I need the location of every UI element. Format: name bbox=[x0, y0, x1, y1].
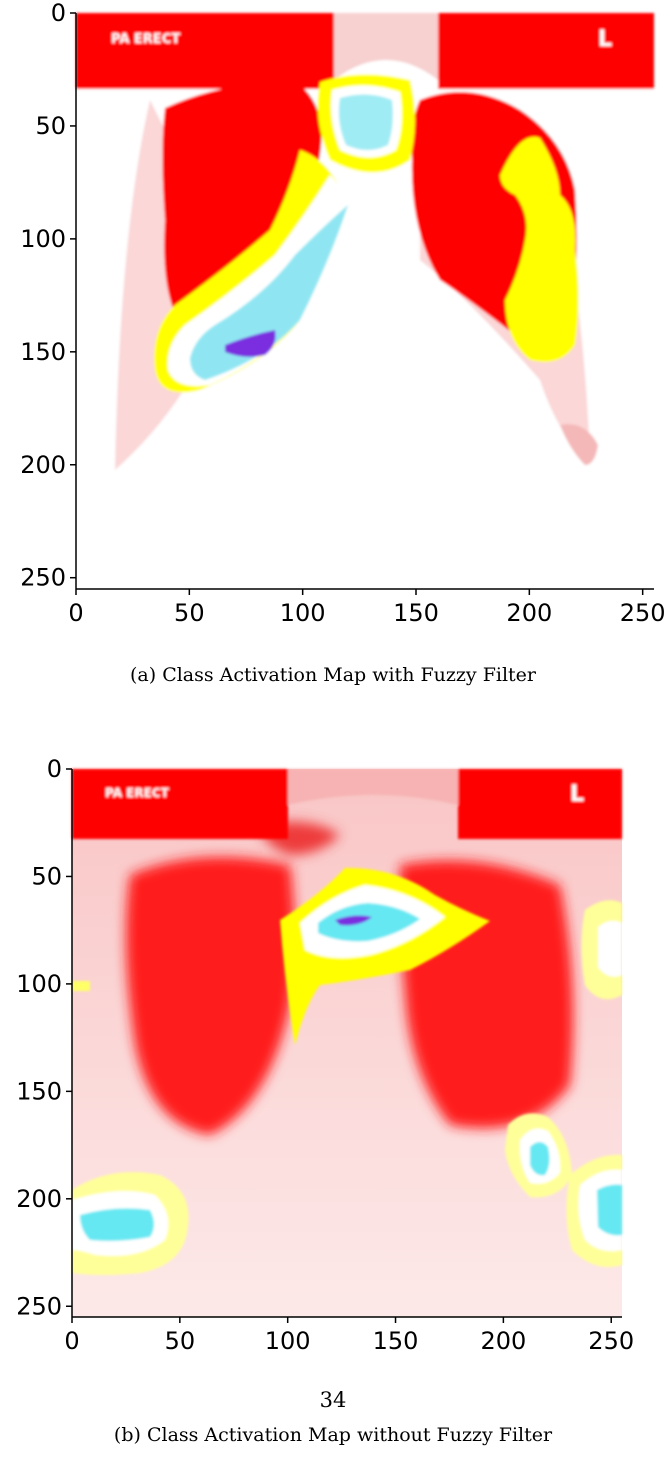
y-tick-label: 0 bbox=[47, 755, 62, 783]
y-tick-label: 100 bbox=[16, 970, 62, 998]
x-tick-label: 50 bbox=[165, 1327, 196, 1355]
view-label-b: PA ERECT bbox=[105, 786, 170, 800]
y-tick-label: 200 bbox=[16, 1185, 62, 1213]
x-tick-label: 200 bbox=[506, 599, 552, 627]
caption-b: (b) Class Activation Map without Fuzzy F… bbox=[113, 1424, 553, 1446]
y-tick-label: 50 bbox=[35, 112, 66, 140]
caption-a: (a) Class Activation Map with Fuzzy Filt… bbox=[130, 664, 536, 686]
x-tick-label: 50 bbox=[174, 599, 205, 627]
figure-a-plot: PA ERECT L 0 50 100 150 200 25005010015020025… bbox=[20, 0, 665, 627]
x-tick-label: 100 bbox=[280, 599, 326, 627]
side-marker-a: L bbox=[598, 27, 612, 52]
y-tick-label: 150 bbox=[16, 1077, 62, 1105]
x-tick-label: 150 bbox=[393, 599, 439, 627]
activation-map-image-a: PA ERECT L bbox=[76, 13, 654, 589]
y-tick-label: 100 bbox=[20, 225, 66, 253]
figure-a: PA ERECT L 0 50 100 150 200 250 0 50 100 150 200 25… bbox=[0, 0, 666, 700]
plot-area-a: PA ERECT L 0 50 100 150 200 25005010015020025… bbox=[20, 0, 665, 627]
x-tick-label: 250 bbox=[588, 1327, 634, 1355]
y-tick-label: 0 bbox=[51, 0, 66, 27]
activation-map-image-b: PA ERECT L bbox=[72, 769, 622, 1317]
side-marker-b: L bbox=[570, 782, 584, 807]
view-label-a: PA ERECT bbox=[111, 32, 180, 47]
plot-area-b: PA ERECT L 0 50 100 150 200 25005010015020025… bbox=[16, 755, 634, 1355]
figure-b: PA ERECT L 0 50 100 150 200 250 0 50 100 150 200 25… bbox=[0, 745, 666, 1446]
y-tick-label: 50 bbox=[31, 862, 62, 890]
y-tick-label: 150 bbox=[20, 338, 66, 366]
x-tick-label: 250 bbox=[620, 599, 666, 627]
x-tick-label: 200 bbox=[480, 1327, 526, 1355]
y-tick-label: 250 bbox=[16, 1292, 62, 1320]
x-tick-label: 0 bbox=[64, 1327, 79, 1355]
figure-b-plot: PA ERECT L 0 50 100 150 200 25005010015020025… bbox=[16, 755, 634, 1355]
x-tick-label: 0 bbox=[68, 599, 83, 627]
y-tick-label: 200 bbox=[20, 451, 66, 479]
x-tick-label: 100 bbox=[265, 1327, 311, 1355]
x-tick-label: 150 bbox=[373, 1327, 419, 1355]
y-tick-label: 250 bbox=[20, 564, 66, 592]
page-number: 34 bbox=[319, 1388, 347, 1412]
